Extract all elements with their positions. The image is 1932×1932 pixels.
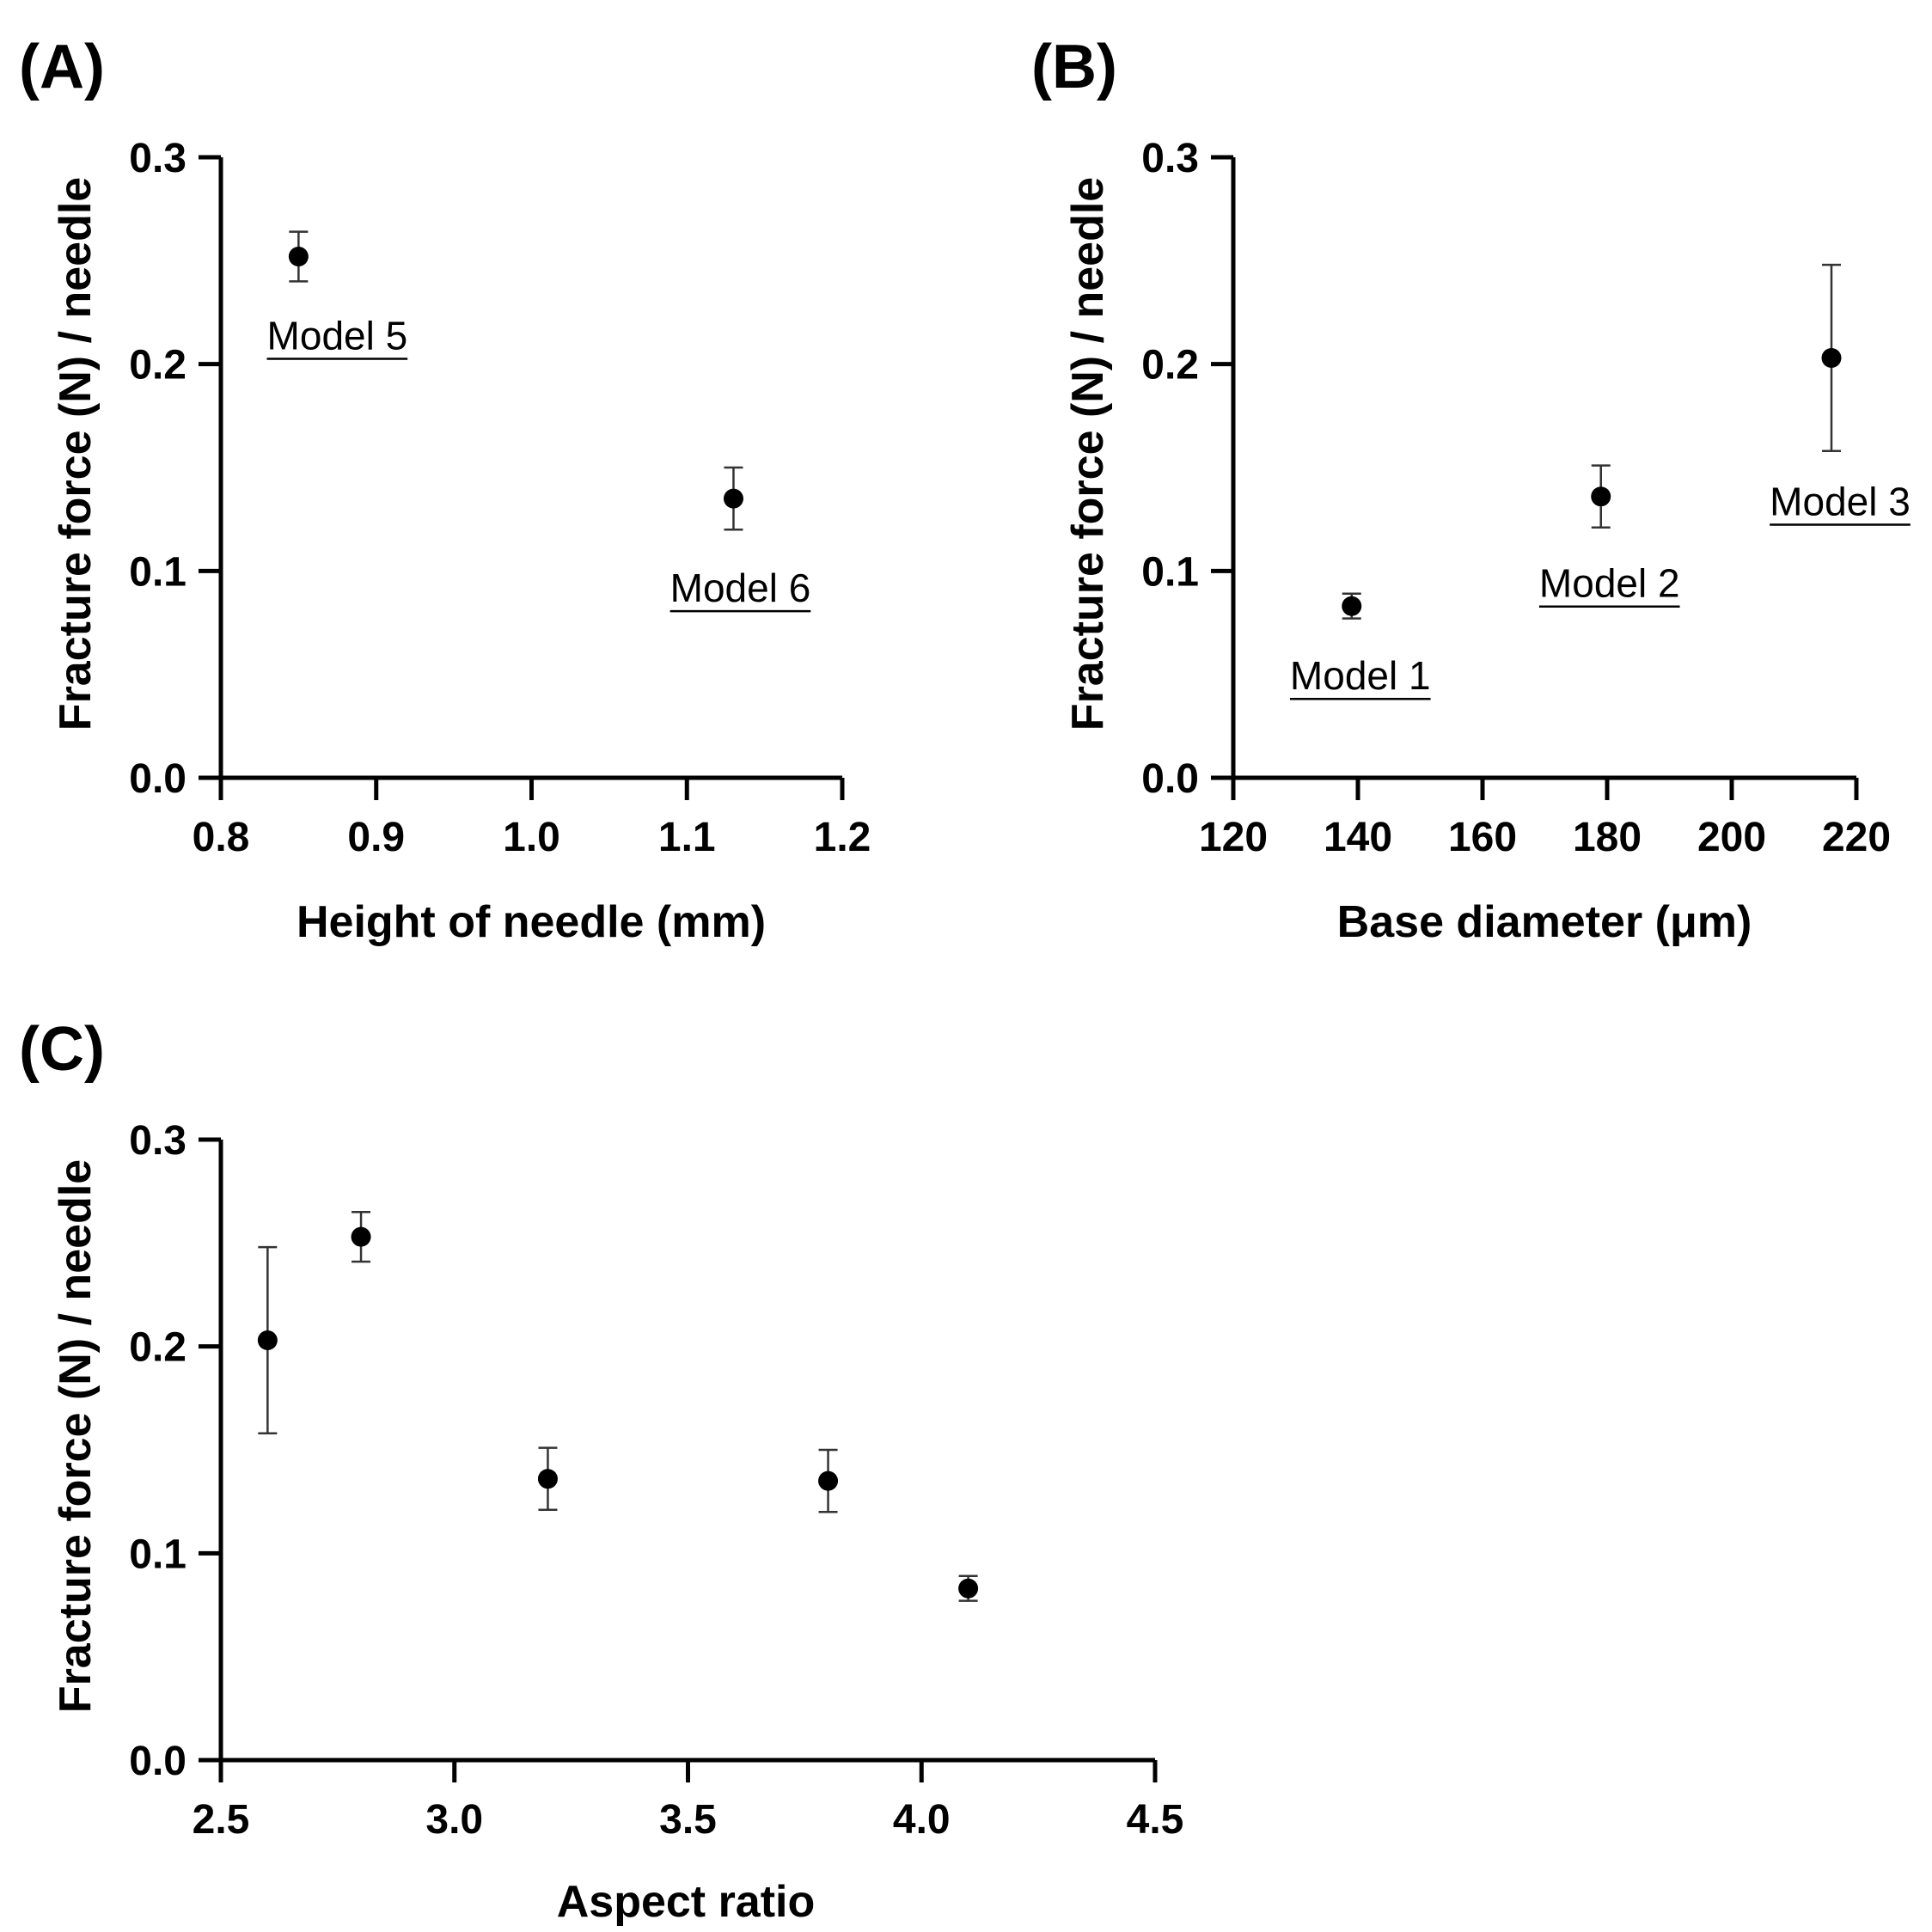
panel-a-x-axis-title: Height of needle (mm): [297, 897, 766, 947]
panel-b-x-tick-label: 180: [1573, 815, 1642, 860]
panel-b-model-label: Model 3: [1770, 479, 1911, 523]
panel-c-data-point: [537, 1469, 558, 1489]
panel-a-x-tick-label: 1.0: [503, 815, 560, 860]
panel-b-y-tick-label: 0.0: [1141, 756, 1199, 802]
panel-c-y-tick-label: 0.3: [129, 1118, 186, 1164]
panel-c-x-tick-label: 2.5: [193, 1797, 250, 1843]
panel-b-y-tick-label: 0.1: [1141, 549, 1199, 595]
panel-a-data-point: [723, 488, 743, 509]
panel-a-y-tick-label: 0.3: [129, 136, 186, 181]
panel-a-marks: Model 5 Model 6: [266, 230, 811, 613]
panel-c-y-axis-title: Fracture force (N) / needle: [51, 1159, 101, 1713]
panel-c-data-point: [351, 1226, 371, 1247]
panel-a-ticks: 0.0 0.1 0.2 0.3 0.8 0.9 1.0 1.1 1.2: [129, 136, 871, 860]
panel-c-data-point: [257, 1330, 278, 1350]
panel-c: (C) 0.0 0.1 0.2 0.3 2.5 3.0 3.5 4.0 4.5 Aspect r…: [19, 1015, 1183, 1927]
panel-b-data-point: [1342, 596, 1362, 616]
panel-b-letter: (B): [1031, 33, 1117, 101]
panel-b-y-axis-title: Fracture force (N) / needle: [1063, 177, 1113, 731]
panel-a-data-point: [288, 247, 309, 267]
panel-b-model-label: Model 2: [1539, 561, 1680, 606]
panel-c-y-tick-label: 0.0: [129, 1739, 186, 1784]
panel-b-marks: Model 1 Model 2 Model 3: [1289, 263, 1911, 700]
panel-b-x-tick-label: 220: [1822, 815, 1891, 860]
panel-a-x-tick-label: 1.1: [658, 815, 716, 860]
panel-a-y-axis-title: Fracture force (N) / needle: [51, 177, 101, 731]
panel-c-data-point: [818, 1470, 839, 1491]
panel-b-x-tick-label: 140: [1324, 815, 1392, 860]
panel-c-ticks: 0.0 0.1 0.2 0.3 2.5 3.0 3.5 4.0 4.5: [129, 1118, 1183, 1843]
panel-a-x-tick-label: 0.9: [347, 815, 405, 860]
panel-a-y-tick-label: 0.1: [129, 549, 186, 595]
panel-a-y-tick-label: 0.2: [129, 343, 186, 388]
panel-b-x-tick-label: 160: [1448, 815, 1517, 860]
panel-b-y-tick-label: 0.3: [1141, 136, 1199, 181]
panel-a-y-tick-label: 0.0: [129, 756, 186, 802]
panel-a-model-label: Model 5: [267, 314, 408, 358]
panel-b-y-tick-label: 0.2: [1141, 343, 1199, 388]
panel-a-letter: (A): [19, 33, 105, 101]
panel-a: (A) 0.00.10.20.30.8 0.9 1.0 1.1 1.2 Model 5M…: [19, 33, 871, 947]
panel-b-x-tick-label: 200: [1697, 815, 1766, 860]
panel-b-x-tick-label: 120: [1199, 815, 1268, 860]
panel-b-x-axis-title: Base diameter (μm): [1337, 897, 1752, 947]
panel-c-x-tick-label: 3.0: [425, 1797, 483, 1843]
panel-c-y-tick-label: 0.2: [129, 1325, 186, 1371]
panel-b-data-point: [1591, 486, 1611, 507]
panel-a-model-label: Model 6: [670, 566, 811, 610]
panel-b-data-point: [1821, 347, 1842, 368]
panel-c-x-tick-label: 4.0: [893, 1797, 951, 1843]
panel-c-y-tick-label: 0.1: [129, 1532, 186, 1577]
panel-c-data-point: [958, 1578, 979, 1599]
panel-b-ticks: 0.0 0.1 0.2 0.3 120 140 160 180 200 220: [1141, 136, 1891, 860]
panel-c-x-axis-title: Aspect ratio: [557, 1877, 816, 1927]
panel-b-model-label: Model 1: [1290, 653, 1431, 698]
panel-c-letter: (C): [19, 1015, 105, 1084]
panel-b: (B) 0.0 0.1 0.2 0.3 120 140 160 180 200 220 Model…: [1031, 33, 1911, 947]
panel-a-x-tick-label: 0.8: [193, 815, 250, 860]
panel-a-x-tick-label: 1.2: [814, 815, 871, 860]
panel-c-x-tick-label: 3.5: [659, 1797, 717, 1843]
panel-c-marks: [257, 1210, 979, 1602]
panel-c-x-tick-label: 4.5: [1127, 1797, 1184, 1843]
